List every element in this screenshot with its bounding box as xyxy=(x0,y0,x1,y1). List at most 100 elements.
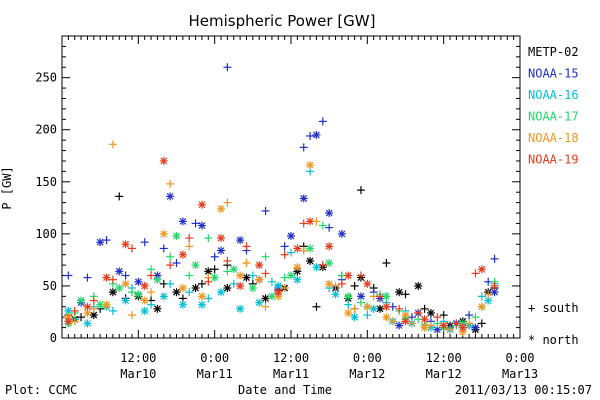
point-north xyxy=(115,267,124,276)
point-south xyxy=(140,238,149,247)
point-north-d2 xyxy=(382,303,390,311)
point-south xyxy=(477,319,486,328)
x-tick-date-label: Mar11 xyxy=(273,367,309,381)
point-north-d2 xyxy=(287,232,295,240)
point-south xyxy=(356,271,365,280)
point-north-d2 xyxy=(77,297,85,304)
point-south xyxy=(388,317,397,326)
point-north-d2 xyxy=(395,288,403,296)
point-north xyxy=(229,265,238,274)
point-north xyxy=(140,281,149,290)
point-north xyxy=(197,292,206,301)
point-north xyxy=(255,298,264,307)
point-north xyxy=(306,256,315,265)
point-north xyxy=(83,319,92,328)
point-south xyxy=(248,271,257,280)
point-north xyxy=(83,302,92,311)
point-south xyxy=(191,219,200,228)
point-north-d2 xyxy=(84,309,91,317)
point-south xyxy=(147,288,156,297)
point-north-d2 xyxy=(141,297,149,304)
point-south xyxy=(242,242,251,251)
point-south xyxy=(299,143,308,152)
point-north-d2 xyxy=(179,284,187,292)
point-north xyxy=(306,244,315,253)
point-south xyxy=(446,325,455,334)
point-south xyxy=(414,309,423,318)
point-south xyxy=(223,256,232,265)
point-north-d2 xyxy=(103,301,110,309)
point-north-d2 xyxy=(363,303,371,311)
series-noaa-15 xyxy=(64,63,499,334)
point-north xyxy=(64,317,73,326)
y-tick-label: 200 xyxy=(35,123,57,137)
point-north xyxy=(178,250,187,259)
point-south xyxy=(229,279,238,288)
point-north xyxy=(344,271,353,280)
point-north-d2 xyxy=(306,217,314,225)
point-south xyxy=(108,275,117,284)
point-north-d2 xyxy=(141,307,149,315)
point-north xyxy=(121,296,130,305)
point-south xyxy=(147,271,156,280)
point-north xyxy=(115,284,124,293)
point-south xyxy=(159,244,168,253)
point-south xyxy=(471,313,480,322)
point-north xyxy=(191,261,200,270)
point-north xyxy=(458,323,467,332)
point-north xyxy=(217,246,226,255)
point-north-d2 xyxy=(344,292,352,300)
point-north-d2 xyxy=(357,292,365,300)
point-south xyxy=(223,198,232,207)
point-north xyxy=(293,244,302,253)
point-north xyxy=(236,304,245,313)
point-north-d2 xyxy=(198,201,206,209)
point-south xyxy=(267,277,276,286)
point-north xyxy=(172,288,181,297)
point-north-d2 xyxy=(433,326,441,334)
x-tick-time-label: 12:00 xyxy=(120,351,156,365)
point-north xyxy=(217,288,226,297)
point-north xyxy=(312,130,321,139)
point-south xyxy=(210,252,219,261)
point-north-d2 xyxy=(306,161,314,169)
x-axis-label: Date and Time xyxy=(238,383,332,397)
point-south xyxy=(64,271,73,280)
point-north xyxy=(134,290,143,299)
x-tick-date-label: Mar13 xyxy=(502,367,538,381)
point-south xyxy=(204,294,213,303)
legend-entry: NOAA-19 xyxy=(528,153,579,167)
legend-entry: NOAA-17 xyxy=(528,110,579,124)
point-north-d2 xyxy=(173,288,180,296)
point-north xyxy=(490,288,499,297)
point-north xyxy=(236,271,245,280)
point-north xyxy=(172,231,181,240)
point-north xyxy=(325,242,334,251)
point-north xyxy=(153,275,162,284)
point-south xyxy=(127,244,136,253)
point-north xyxy=(223,284,232,293)
point-north xyxy=(242,273,251,282)
x-tick-time-label: 0:00 xyxy=(353,351,382,365)
point-north xyxy=(325,279,334,288)
point-north-d2 xyxy=(115,284,123,292)
point-north-d2 xyxy=(141,282,149,290)
y-tick-label: 100 xyxy=(35,227,57,241)
point-north xyxy=(382,313,391,322)
point-north-d2 xyxy=(255,261,263,269)
footer-timestamp: 2011/03/13 00:15:07 xyxy=(455,383,592,397)
point-north-d2 xyxy=(287,272,295,279)
point-north xyxy=(363,279,372,288)
point-north-d2 xyxy=(198,292,206,300)
point-south xyxy=(185,288,194,297)
point-north-d2 xyxy=(370,305,378,313)
point-north-d2 xyxy=(160,292,168,300)
point-south xyxy=(204,277,213,286)
point-north-d2 xyxy=(134,290,142,298)
point-north xyxy=(306,161,315,170)
point-north-d2 xyxy=(382,292,390,300)
point-north xyxy=(197,221,206,230)
point-south xyxy=(83,273,92,282)
